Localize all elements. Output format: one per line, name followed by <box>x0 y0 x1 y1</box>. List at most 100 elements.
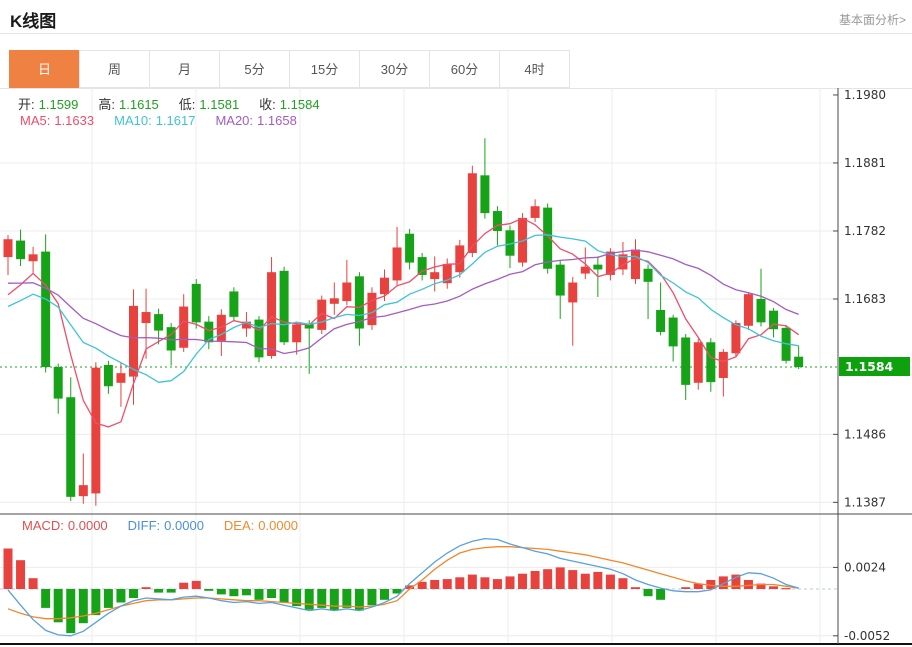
macd-bar-negative <box>279 589 289 603</box>
candle-down <box>417 257 427 275</box>
candle-down <box>756 298 766 323</box>
candle-up <box>442 263 452 284</box>
candle-up <box>467 173 477 253</box>
macd-bar-negative <box>166 589 176 593</box>
readout-value: 1.1633 <box>54 113 95 128</box>
main-chart-area[interactable] <box>0 88 838 514</box>
ohlc-readout: 开: 1.1599 高: 1.1615 低: 1.1581 收: 1.1584 <box>18 94 340 113</box>
candle-up <box>292 324 302 343</box>
candle-down <box>304 323 314 329</box>
candle-up <box>129 305 138 377</box>
tab-period-5[interactable]: 30分 <box>359 50 430 88</box>
candle-up <box>380 277 389 295</box>
tab-period-6[interactable]: 60分 <box>429 50 500 88</box>
candle-down <box>681 337 691 385</box>
macd-bar-positive <box>141 587 151 589</box>
candle-down <box>656 309 666 332</box>
tabbar-underline <box>0 88 912 89</box>
fundamental-analysis-link[interactable]: 基本面分析> <box>838 13 906 27</box>
macd-bar-positive <box>179 582 189 589</box>
ma20-line <box>7 249 799 355</box>
candle-up <box>631 249 640 280</box>
candle-up <box>743 294 753 326</box>
tab-period-2[interactable]: 月 <box>149 50 220 88</box>
macd-bar-positive <box>430 580 440 589</box>
candle-up <box>116 373 126 383</box>
macd-bar-negative <box>643 589 653 597</box>
candle-up <box>731 323 741 354</box>
candle-down <box>643 268 653 282</box>
candle-up <box>342 282 352 302</box>
macd-bar-positive <box>492 579 502 589</box>
candle-up <box>78 485 88 497</box>
ma-readout: MA5: 1.1633 MA10: 1.1617 MA20: 1.1658 <box>20 113 317 128</box>
macd-bar-positive <box>631 587 640 589</box>
macd-axis-label: -0.0052 <box>844 629 890 643</box>
candle-down <box>66 397 76 497</box>
candle-up <box>28 254 38 262</box>
macd-bar-positive <box>455 577 465 589</box>
tab-period-4[interactable]: 15分 <box>289 50 360 88</box>
candle-down <box>706 342 716 383</box>
macd-bar-negative <box>41 589 51 608</box>
macd-bar-negative <box>392 589 402 594</box>
macd-bar-positive <box>769 586 779 589</box>
tab-period-7[interactable]: 4时 <box>499 50 570 88</box>
macd-bar-negative <box>91 589 101 616</box>
macd-bar-positive <box>580 573 590 589</box>
candle-down <box>154 314 164 331</box>
candle-down <box>53 367 63 399</box>
candle-up <box>392 247 402 281</box>
tab-period-3[interactable]: 5分 <box>219 50 290 88</box>
macd-bar-positive <box>743 580 753 589</box>
macd-chart-area[interactable] <box>0 514 838 644</box>
readout-label: 开: <box>18 97 35 112</box>
tab-period-1[interactable]: 周 <box>79 50 150 88</box>
macd-bar-positive <box>530 571 540 589</box>
macd-bar-positive <box>543 569 553 589</box>
candle-up <box>367 292 377 326</box>
current-price-tag-value: 1.1584 <box>845 359 894 374</box>
readout-value: 1.1615 <box>119 97 159 112</box>
macd-bar-positive <box>593 571 603 589</box>
macd-bar-negative <box>367 589 377 606</box>
macd-bar-negative <box>78 589 88 624</box>
candle-up <box>430 272 440 280</box>
readout-label: 高: <box>98 97 116 112</box>
macd-bar-negative <box>53 589 63 623</box>
macd-bar-positive <box>191 580 201 589</box>
ma5-line <box>7 217 800 428</box>
tab-period-0[interactable]: 日 <box>9 50 80 88</box>
readout-label: MA20: <box>215 113 254 128</box>
candle-down <box>354 276 364 329</box>
macd-bar-negative <box>380 589 389 600</box>
candle-down <box>229 291 239 317</box>
candle-up <box>3 239 13 258</box>
candle-up <box>267 272 277 357</box>
readout-label: DEA: <box>223 518 255 533</box>
readout-label: 收: <box>259 97 276 112</box>
readout-value: 1.1599 <box>38 97 79 112</box>
candle-down <box>204 321 214 343</box>
candle-down <box>543 207 553 269</box>
candles-layer <box>3 138 804 506</box>
macd-bar-negative <box>354 589 364 611</box>
candle-down <box>668 317 678 347</box>
diff-line <box>7 537 799 637</box>
macd-bar-negative <box>229 589 239 597</box>
macd-bar-negative <box>329 589 339 611</box>
macd-bar-positive <box>28 578 38 589</box>
candle-up <box>718 351 728 378</box>
y-axis-label: 1.1980 <box>844 88 886 102</box>
candle-up <box>530 206 540 218</box>
readout-value: 1.1617 <box>155 113 196 128</box>
readout-value: 1.1658 <box>257 113 297 128</box>
macd-bar-positive <box>467 574 477 589</box>
readout-value: 0.0000 <box>164 518 204 533</box>
macd-bar-positive <box>681 587 691 589</box>
candle-up <box>518 217 528 263</box>
candle-down <box>593 264 603 270</box>
ma10-line <box>7 234 799 383</box>
candle-up <box>693 342 703 383</box>
